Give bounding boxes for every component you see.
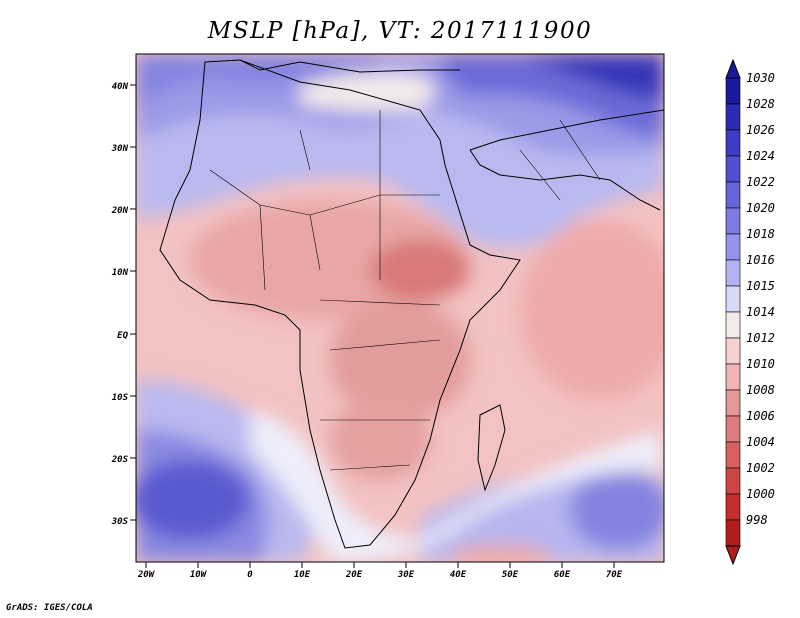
- coastlines: [159, 59, 664, 549]
- lon-tick-label: 50E: [502, 570, 519, 580]
- colorbar-swatch: [725, 103, 741, 131]
- colorbar-label: 1004: [746, 435, 775, 449]
- colorbar-label: 1000: [746, 487, 775, 501]
- lat-tick-label: 10N: [112, 268, 129, 278]
- colorbar-label: 1018: [746, 227, 775, 241]
- colorbar-swatch: [725, 441, 741, 469]
- colorbar-swatch: [725, 259, 741, 287]
- latitude-axis: 40N 30N 20N 10N EQ 10S 20S 30S: [111, 82, 136, 527]
- lat-tick-label: 40N: [112, 82, 129, 92]
- colorbar-swatch: [725, 467, 741, 495]
- country-borders: [209, 110, 601, 471]
- colorbar-label: 1010: [746, 357, 775, 371]
- map-frame: [135, 53, 665, 563]
- map-title: MSLP [hPa], VT: 2017111900: [207, 18, 593, 44]
- colorbar-swatch: [725, 389, 741, 417]
- colorbar-swatch: [725, 311, 741, 339]
- colorbar-swatch: [725, 493, 741, 521]
- colorbar-label: 1012: [746, 331, 775, 345]
- lon-tick-label: 20W: [137, 570, 156, 580]
- lat-tick-label: 20S: [111, 455, 129, 465]
- colorbar-swatch: [725, 337, 741, 365]
- lon-tick-label: 10W: [190, 570, 208, 580]
- colorbar-swatch: [725, 129, 741, 157]
- colorbar-swatch: [725, 363, 741, 391]
- colorbar-swatch: [725, 519, 741, 547]
- lat-tick-label: 20N: [111, 206, 129, 216]
- colorbar-label: 998: [746, 513, 768, 527]
- colorbar-bottom-arrow: [725, 545, 741, 566]
- pressure-field: [136, 54, 664, 562]
- colorbar-top-arrow: [725, 58, 741, 79]
- colorbar-label: 1006: [746, 409, 775, 423]
- colorbar-label: 1028: [746, 97, 775, 111]
- colorbar-swatch: [725, 415, 741, 443]
- lon-tick-label: 10E: [294, 570, 311, 580]
- lon-tick-label: 40E: [450, 570, 467, 580]
- lat-tick-label: 30N: [111, 144, 129, 154]
- longitude-axis: 20W 10W 0 10E 20E 30E 40E 50E 60E 70E: [137, 562, 623, 580]
- lon-tick-label: 70E: [606, 570, 623, 580]
- lon-tick-label: 0: [247, 570, 253, 580]
- colorbar-label: 1015: [746, 279, 775, 293]
- lat-tick-label: 10S: [112, 393, 129, 403]
- colorbar-label: 1030: [746, 71, 775, 85]
- colorbar-label: 1020: [746, 201, 775, 215]
- colorbar-swatch: [725, 155, 741, 183]
- colorbar-label: 1014: [746, 305, 775, 319]
- colorbar-swatch: [725, 181, 741, 209]
- colorbar-swatch: [725, 233, 741, 261]
- colorbar-swatch: [725, 285, 741, 313]
- colorbar-label: 1024: [746, 149, 775, 163]
- lon-tick-label: 20E: [345, 570, 363, 580]
- lon-tick-label: 30E: [397, 570, 415, 580]
- colorbar-label: 1026: [746, 123, 775, 137]
- lat-tick-label: 30S: [111, 517, 129, 527]
- footer-credit: GrADS: IGES/COLA: [6, 603, 93, 613]
- colorbar-swatch: [725, 77, 741, 105]
- colorbar-label: 1008: [746, 383, 775, 397]
- colorbar-swatch: [725, 207, 741, 235]
- lat-tick-label: EQ: [117, 331, 128, 341]
- colorbar-label: 1022: [746, 175, 775, 189]
- colorbar: 1030 1028 1026 1024 1022 1020 1018 1016 1015 1014…: [725, 58, 775, 566]
- colorbar-label: 1016: [746, 253, 775, 267]
- colorbar-label: 1002: [746, 461, 775, 475]
- lon-tick-label: 60E: [554, 570, 571, 580]
